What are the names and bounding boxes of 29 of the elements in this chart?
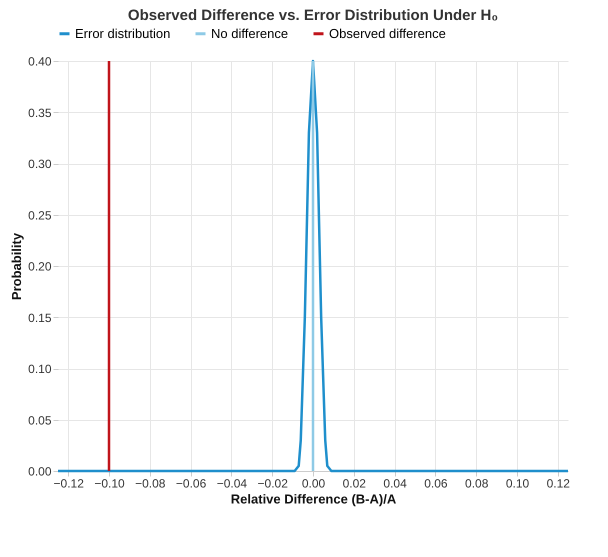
x-tick-label: 0.06: [424, 476, 448, 490]
y-tick-label: 0.25: [28, 208, 52, 222]
legend-label: Error distribution: [75, 26, 170, 41]
x-axis-title: Relative Difference (B-A)/A: [230, 492, 397, 506]
x-tick-label: 0.10: [506, 476, 530, 490]
chart-title: Observed Difference vs. Error Distribution Under H₀: [128, 7, 498, 24]
x-tick-label: −0.04: [216, 476, 248, 490]
y-tick-label: 0.00: [28, 464, 52, 478]
x-tick-label: 0.00: [302, 476, 326, 490]
legend-label: Observed difference: [329, 26, 446, 41]
y-tick-label: 0.30: [28, 157, 52, 171]
legend-label: No difference: [211, 26, 288, 41]
x-tick-label: −0.08: [135, 476, 166, 490]
y-tick-label: 0.05: [28, 413, 52, 428]
y-tick-label: 0.20: [28, 260, 52, 274]
x-tick-label: −0.06: [176, 476, 207, 490]
x-tick-label: 0.04: [383, 476, 408, 490]
x-tick-label: −0.02: [258, 476, 288, 490]
x-tick-label: 0.12: [546, 476, 570, 490]
x-tick-label: −0.10: [94, 476, 125, 490]
y-tick-label: 0.35: [28, 106, 52, 120]
x-tick-label: 0.02: [342, 476, 366, 490]
x-tick-label: −0.12: [54, 476, 84, 490]
line-series: [56, 60, 570, 472]
x-tick-label: 0.08: [465, 476, 489, 490]
y-tick-label: 0.40: [28, 54, 52, 68]
y-tick-label: 0.10: [28, 362, 52, 376]
y-axis-title: Probability: [9, 232, 24, 300]
y-tick-label: 0.15: [28, 310, 52, 325]
